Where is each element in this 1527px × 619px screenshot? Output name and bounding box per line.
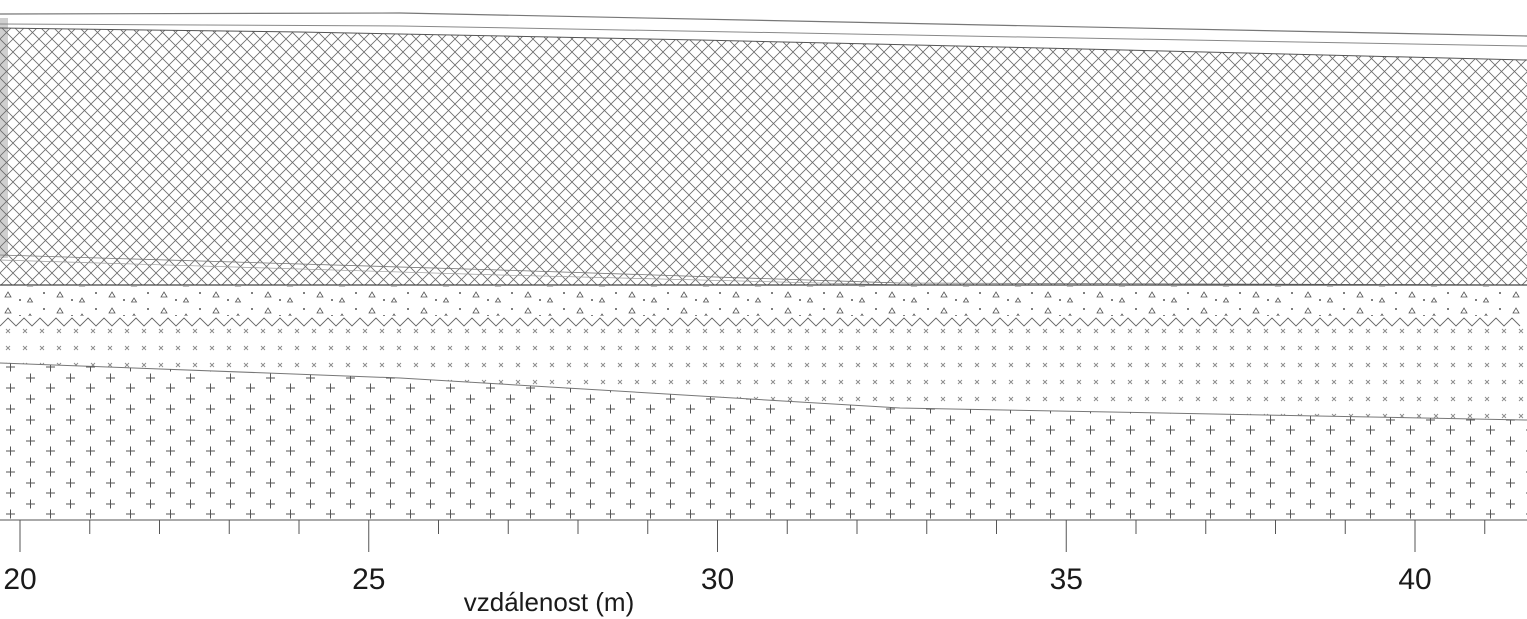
- tick-label: 35: [1050, 563, 1083, 596]
- tick-label: 20: [3, 563, 36, 596]
- axis-title: vzdálenost (m): [464, 587, 635, 617]
- layer-1-bottom-lines: [0, 259, 901, 286]
- tick-label: 25: [352, 563, 385, 596]
- layer-2-stipple: [0, 286, 1527, 316]
- distance-axis-labels: 20 25 30 35 40: [3, 563, 1431, 596]
- distance-axis-ticks: [19, 520, 1486, 552]
- layer-1-crosshatch: [0, 28, 1527, 285]
- layer-1-bottom-lines: [0, 254, 1527, 286]
- layer-3-small-crosses: [0, 322, 1527, 420]
- tick-label: 30: [701, 563, 734, 596]
- tick-label: 40: [1398, 563, 1431, 596]
- ground-surface-line: [0, 12, 1527, 37]
- ground-surface-line: [0, 23, 1527, 47]
- layer-1-top-boundary: [0, 27, 1527, 61]
- layer-4-plus-signs: [0, 363, 1527, 520]
